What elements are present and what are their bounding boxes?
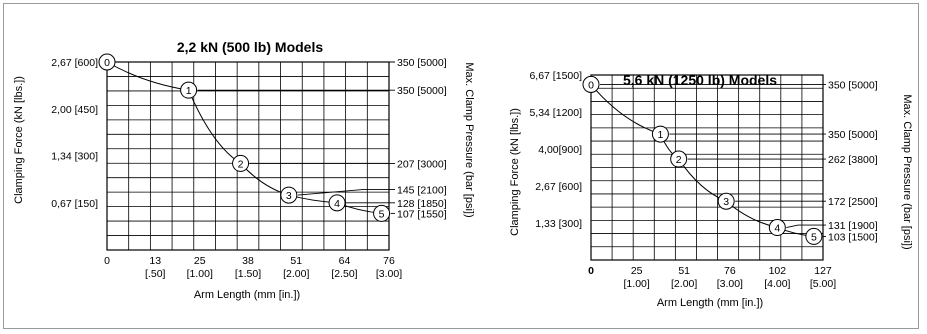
- data-point-label: 4: [334, 198, 340, 210]
- y-tick-label: 1,34 [300]: [51, 151, 98, 163]
- series-line: [106, 61, 382, 214]
- leader-line: [297, 188, 395, 196]
- data-point-label: 0: [588, 79, 594, 91]
- x-tick-sublabel: [2.00]: [671, 278, 697, 290]
- data-point: 0: [98, 53, 116, 71]
- data-point-label: 3: [286, 190, 292, 202]
- y-tick-label: 0,67 [150]: [51, 198, 98, 210]
- y-axis-title: Clamping Force (kN [lbs.]): [509, 108, 521, 236]
- grid: [590, 74, 824, 261]
- chart-right: 5,6 kN (1250 lb) Models Arm Length (mm […: [509, 70, 913, 309]
- x-tick-label: 51: [678, 265, 690, 277]
- x-tick-sublabel: [.50]: [145, 268, 166, 280]
- pressure-label: 350 [5000]: [397, 85, 447, 97]
- pressure-label: 350 [5000]: [828, 79, 878, 91]
- x-tick-sublabel: [4.00]: [764, 278, 790, 290]
- data-point: 1: [651, 125, 669, 143]
- data-point-label: 3: [723, 196, 729, 208]
- y-tick-label: 1,33 [300]: [535, 218, 582, 230]
- data-point-label: 4: [774, 223, 780, 235]
- y2-axis-title: Max. Clamp Pressure (bar [psi]): [901, 94, 913, 249]
- plot-border: [590, 74, 824, 261]
- x-tick-label: 0: [104, 255, 110, 267]
- y-tick-label: 2,67 [600]: [51, 57, 98, 69]
- y-tick-label: 6,67 [1500]: [529, 70, 582, 82]
- figure-frame: [3, 3, 919, 329]
- data-point-label: 5: [379, 208, 385, 220]
- data-point-label: 1: [186, 85, 192, 97]
- data-point: 5: [805, 227, 823, 245]
- data-point: 3: [280, 186, 298, 204]
- data-point: 0: [582, 75, 600, 93]
- data-point-marker: [805, 227, 823, 245]
- y-tick-label: 4,00[900]: [538, 144, 582, 156]
- data-point: 3: [717, 192, 735, 210]
- data-point-marker: [582, 75, 600, 93]
- data-point-marker: [98, 53, 116, 71]
- x-tick-sublabel: [1.00]: [624, 278, 650, 290]
- y2-axis-title: Max. Clamp Pressure (bar [psi]): [463, 62, 475, 217]
- data-point: 5: [373, 204, 391, 222]
- y-tick-label: 2,67 [600]: [535, 181, 582, 193]
- data-point: 1: [180, 81, 198, 99]
- x-tick-label: 51: [290, 255, 302, 267]
- pressure-label: 145 [2100]: [397, 184, 447, 196]
- data-point-label: 1: [657, 129, 663, 141]
- x-tick-sublabel: [3.00]: [717, 278, 743, 290]
- y-tick-label: 2,00 [450]: [51, 104, 98, 116]
- x-tick-label: 38: [242, 255, 254, 267]
- leader-line: [786, 224, 826, 228]
- data-point-marker: [717, 192, 735, 210]
- x-tick-sublabel: [1.50]: [235, 268, 261, 280]
- x-tick-sublabel: [2.50]: [331, 268, 357, 280]
- series: 0 1 2 3 4 5: [582, 75, 826, 245]
- pressure-label: 128 [1850]: [397, 198, 447, 210]
- x-tick-sublabel: [5.00]: [810, 278, 836, 290]
- data-point: 4: [768, 219, 786, 237]
- pressure-label: 172 [2500]: [828, 196, 878, 208]
- pressure-label: 350 [5000]: [397, 57, 447, 69]
- data-point-marker: [373, 204, 391, 222]
- data-point-marker: [768, 219, 786, 237]
- data-point: 4: [328, 194, 346, 212]
- x-tick-sublabel: [1.00]: [187, 268, 213, 280]
- x-axis-title: Arm Length (mm [in.]): [657, 297, 763, 309]
- x-tick-label: 13: [149, 255, 161, 267]
- data-point: 2: [232, 154, 250, 172]
- y-axis-title: Clamping Force (kN [lbs.]): [13, 76, 25, 204]
- x-axis-title: Arm Length (mm [in.]): [194, 289, 300, 301]
- pressure-label: 131 [1900]: [828, 220, 878, 232]
- x-tick-label: 0: [588, 265, 594, 277]
- data-point: 2: [670, 150, 688, 168]
- x-tick-label: 102: [769, 265, 787, 277]
- data-point-marker: [232, 154, 250, 172]
- x-tick-label: 76: [724, 265, 736, 277]
- data-point-marker: [280, 186, 298, 204]
- data-point-label: 2: [238, 158, 244, 170]
- y-tick-label: 5,34 [1200]: [529, 107, 582, 119]
- pressure-label: 262 [3800]: [828, 154, 878, 166]
- data-point-label: 2: [676, 154, 682, 166]
- x-tick-label: 25: [194, 255, 206, 267]
- pressure-label: 350 [5000]: [828, 129, 878, 141]
- x-tick-label: 127: [814, 265, 832, 277]
- data-point-label: 5: [811, 231, 817, 243]
- x-tick-sublabel: [3.00]: [376, 268, 402, 280]
- data-point-marker: [670, 150, 688, 168]
- chart-title: 2,2 kN (500 lb) Models: [177, 39, 323, 55]
- data-point-marker: [651, 125, 669, 143]
- x-tick-sublabel: [2.00]: [283, 268, 309, 280]
- data-point-marker: [180, 81, 198, 99]
- pressure-label: 207 [3000]: [397, 158, 447, 170]
- x-tick-label: 25: [631, 265, 643, 277]
- pressure-label: 107 [1550]: [397, 208, 447, 220]
- chart-left: 2,2 kN (500 lb) Models Arm Length (mm [i…: [13, 39, 475, 301]
- data-point-marker: [328, 194, 346, 212]
- x-tick-label: 64: [339, 255, 351, 267]
- pressure-label: 103 [1500]: [828, 231, 878, 243]
- x-tick-label: 76: [383, 255, 395, 267]
- series: 0 1 2 3 4 5: [98, 53, 395, 222]
- data-point-label: 0: [104, 57, 110, 69]
